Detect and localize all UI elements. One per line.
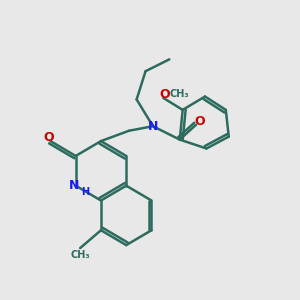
Text: CH₃: CH₃ xyxy=(169,89,189,99)
Text: N: N xyxy=(148,120,158,133)
Text: O: O xyxy=(194,115,205,128)
Text: H: H xyxy=(81,187,89,197)
Text: CH₃: CH₃ xyxy=(70,250,90,260)
Text: O: O xyxy=(160,88,170,101)
Text: N: N xyxy=(69,179,80,192)
Text: O: O xyxy=(44,131,54,144)
